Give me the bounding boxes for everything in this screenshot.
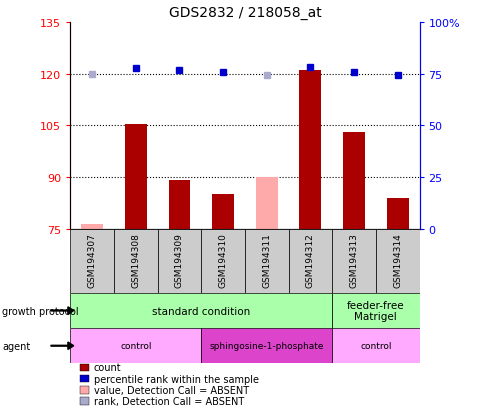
Bar [201,229,244,293]
Bar [201,328,332,363]
Text: GSM194311: GSM194311 [262,233,271,287]
Text: growth protocol: growth protocol [2,306,79,316]
Title: GDS2832 / 218058_at: GDS2832 / 218058_at [168,6,320,20]
Bar [299,71,320,229]
Bar [375,229,419,293]
Text: sphingosine-1-phosphate: sphingosine-1-phosphate [209,342,323,350]
Bar [342,133,364,229]
Text: GSM194309: GSM194309 [175,233,183,287]
Bar [157,229,201,293]
Bar [212,195,233,229]
Text: control: control [360,342,391,350]
Bar [168,181,190,229]
Text: GSM194312: GSM194312 [305,233,314,287]
Bar [288,229,332,293]
Text: GSM194310: GSM194310 [218,233,227,287]
Text: feeder-free
Matrigel: feeder-free Matrigel [347,300,404,322]
Bar [255,178,277,229]
Text: agent: agent [2,341,30,351]
Bar [124,124,146,229]
Bar [386,198,408,229]
Text: GSM194308: GSM194308 [131,233,140,287]
Bar [70,293,332,328]
Text: value, Detection Call = ABSENT: value, Detection Call = ABSENT [93,385,248,395]
Bar [81,224,103,229]
Bar [114,229,157,293]
Text: GSM194307: GSM194307 [88,233,96,287]
Bar [70,229,114,293]
Bar [332,293,419,328]
Text: count: count [93,363,121,373]
Bar [81,224,103,229]
Bar [332,328,419,363]
Text: GSM194313: GSM194313 [349,233,358,287]
Text: rank, Detection Call = ABSENT: rank, Detection Call = ABSENT [93,396,243,406]
Text: standard condition: standard condition [152,306,250,316]
Text: GSM194314: GSM194314 [393,233,401,287]
Bar [332,229,375,293]
Bar [244,229,288,293]
Bar [70,328,201,363]
Text: control: control [120,342,151,350]
Text: percentile rank within the sample: percentile rank within the sample [93,374,258,384]
